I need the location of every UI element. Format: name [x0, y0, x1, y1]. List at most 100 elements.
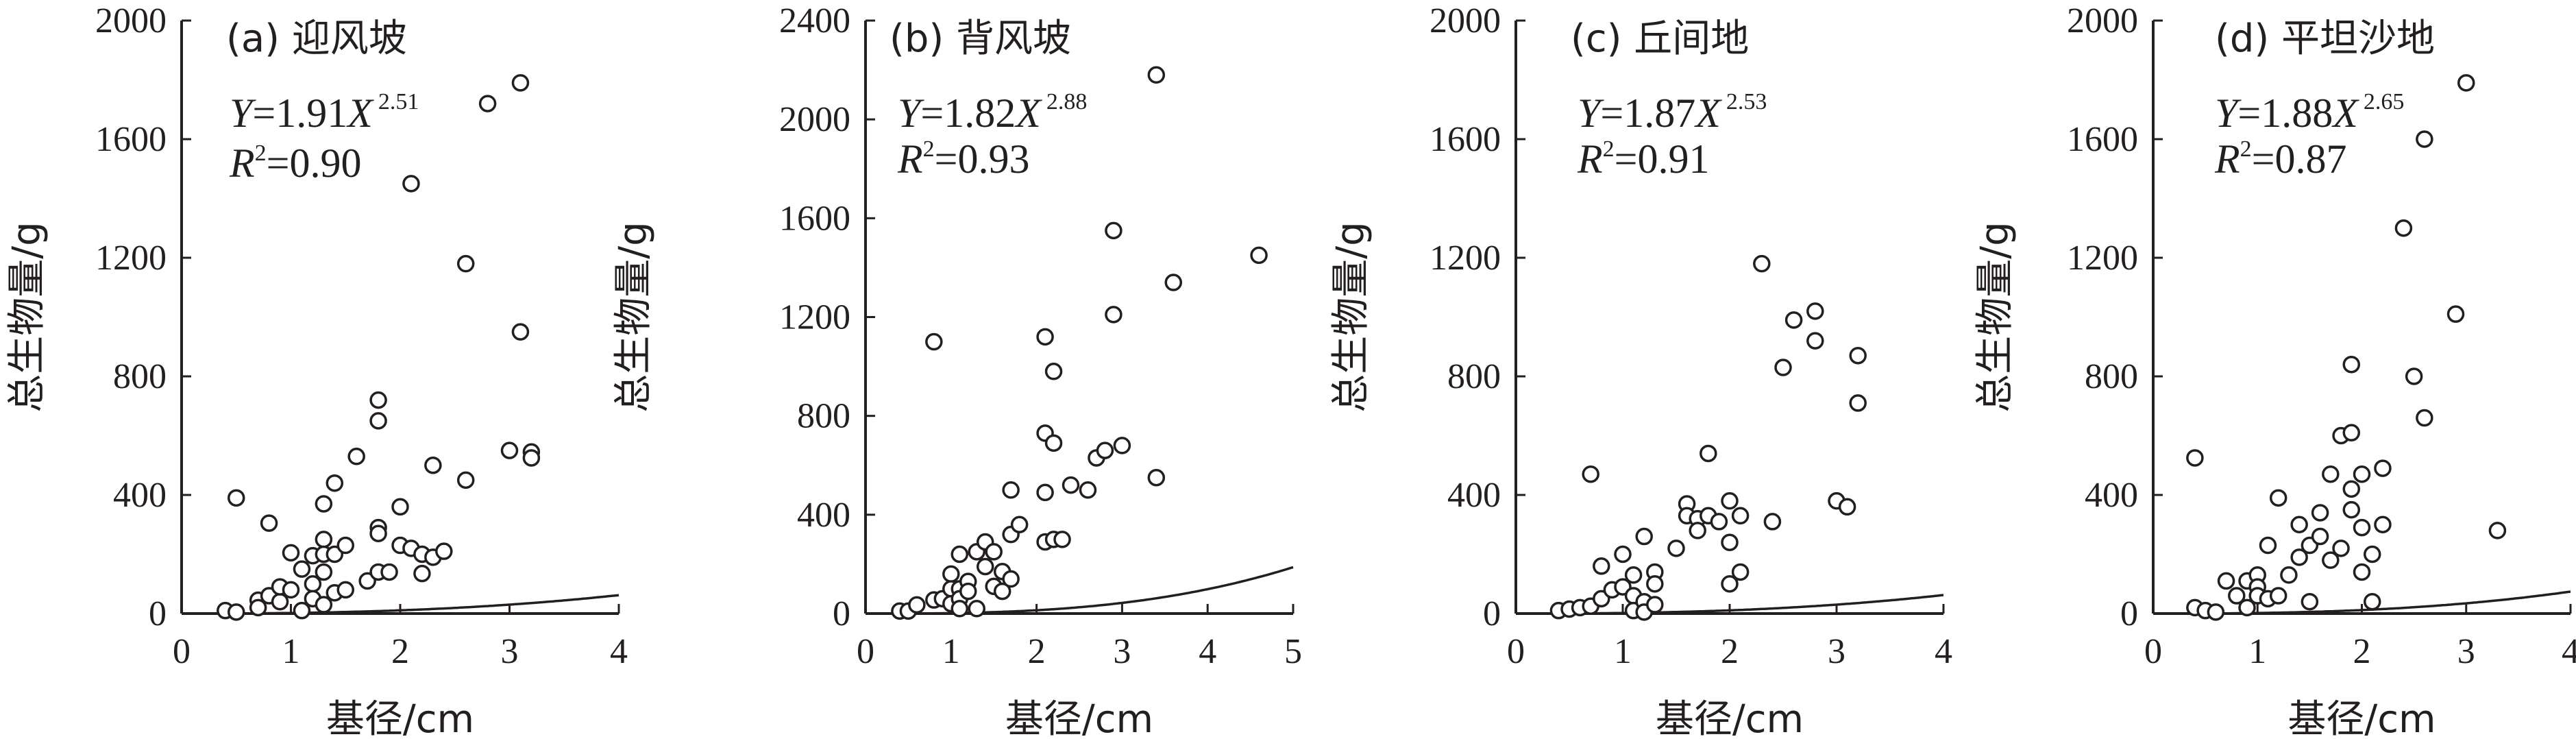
y-tick-label: 0: [833, 594, 850, 633]
x-tick-label: 2: [1721, 632, 1739, 671]
panel-a: 0 1 2 3 4 0 400 800 1200 1600 2000 基径/cm 总生物量/g (a) 迎…: [5, 1, 628, 739]
fit-equation: Y=1.88X 2.65: [2215, 89, 2404, 136]
data-point: [2342, 480, 2361, 498]
x-axis-title: 基径/cm: [1005, 697, 1153, 739]
data-point: [2311, 527, 2329, 546]
data-point: [2280, 566, 2298, 584]
data-point: [2374, 459, 2392, 477]
data-point: [228, 603, 245, 621]
fit-curve: [866, 566, 1294, 615]
y-tick-label: 2000: [1430, 1, 1501, 40]
x-tick-label: 1: [1614, 632, 1632, 671]
x-tick-label: 2: [1028, 632, 1046, 671]
data-point: [315, 495, 333, 513]
data-point: [315, 531, 333, 548]
data-point: [1763, 513, 1782, 531]
data-point: [326, 474, 344, 492]
data-point: [1753, 254, 1771, 273]
data-point: [1624, 566, 1643, 584]
data-point: [391, 498, 409, 516]
y-axis-title: 总生物量/g: [611, 221, 656, 412]
data-point: [2446, 305, 2465, 323]
data-point: [1849, 346, 1867, 365]
fit-equation: Y=1.91X 2.51: [230, 89, 419, 136]
data-point: [942, 565, 960, 583]
data-point: [985, 543, 1003, 561]
data-point: [2269, 587, 2287, 605]
x-tick-label: 0: [173, 632, 191, 671]
data-point: [511, 323, 530, 341]
data-point: [959, 582, 977, 601]
y-tick-label: 400: [2085, 476, 2138, 515]
y-tick-label: 1600: [2067, 120, 2138, 159]
y-tick-label: 800: [2085, 357, 2138, 396]
data-point: [2311, 504, 2329, 522]
data-point: [1147, 66, 1166, 84]
data-point: [358, 572, 376, 590]
data-point: [435, 542, 453, 560]
x-tick-label: 2: [2353, 632, 2371, 671]
x-tick-label: 5: [1284, 632, 1302, 671]
x-tick-label: 4: [610, 632, 628, 671]
data-point: [2353, 465, 2371, 483]
x-tick-label: 3: [1828, 632, 1845, 671]
data-point: [1689, 522, 1706, 540]
r-squared: R2=0.93: [897, 136, 1030, 182]
y-tick-label: 800: [1447, 357, 1501, 396]
data-point: [1721, 575, 1739, 593]
data-point: [1113, 437, 1131, 455]
data-point: [1667, 540, 1685, 557]
data-point: [968, 600, 985, 618]
data-point: [2394, 219, 2413, 237]
data-point: [2259, 536, 2277, 555]
y-tick-label: 800: [113, 357, 167, 396]
x-tick-label: 0: [2144, 632, 2162, 671]
data-point: [456, 471, 475, 489]
y-tick-label: 2000: [779, 100, 850, 139]
data-point: [2207, 603, 2225, 621]
data-point: [1710, 513, 1728, 531]
data-point: [315, 563, 333, 581]
y-tick-label: 2000: [95, 1, 167, 40]
y-tick-label: 1600: [779, 199, 850, 238]
panel-title: (c) 丘间地: [1571, 16, 1749, 61]
y-tick-label: 2000: [2067, 1, 2138, 40]
data-point: [1002, 570, 1020, 588]
fit-equation: Y=1.82X 2.88: [898, 89, 1087, 136]
data-point: [2416, 409, 2433, 427]
x-tick-label: 4: [2562, 632, 2576, 671]
data-point: [315, 596, 333, 614]
x-tick-label: 3: [2457, 632, 2475, 671]
data-point: [976, 557, 994, 576]
y-tick-label: 400: [797, 496, 850, 535]
data-point: [380, 563, 398, 581]
r-squared: R2=0.87: [2214, 136, 2347, 182]
data-point: [2488, 522, 2507, 540]
x-axis-title: 基径/cm: [326, 697, 474, 739]
data-point: [2322, 551, 2340, 569]
data-point: [522, 449, 541, 467]
y-tick-label: 0: [1483, 594, 1501, 633]
x-tick-label: 0: [857, 632, 874, 671]
data-point: [1164, 274, 1183, 291]
data-point: [336, 581, 354, 599]
data-point: [369, 391, 387, 409]
data-point: [249, 598, 267, 617]
data-point: [1806, 332, 1824, 350]
data-point: [1721, 533, 1739, 551]
data-point: [1646, 575, 1664, 593]
data-point: [2363, 592, 2381, 611]
data-point: [336, 536, 354, 555]
panel-title: (b) 背风坡: [890, 16, 1071, 61]
x-tick-label: 1: [282, 632, 300, 671]
panel-b: 0 1 2 3 4 5 0 400 800 1200 1600 2000 2400 基径/cm 总生物量/g…: [611, 1, 1302, 739]
data-point: [2332, 540, 2350, 557]
data-point: [1002, 481, 1020, 499]
data-point: [1062, 476, 1080, 494]
data-point: [925, 332, 943, 351]
data-point: [1700, 444, 1717, 463]
data-point: [326, 545, 344, 564]
data-point: [293, 601, 311, 620]
y-tick-label: 2400: [779, 1, 850, 40]
